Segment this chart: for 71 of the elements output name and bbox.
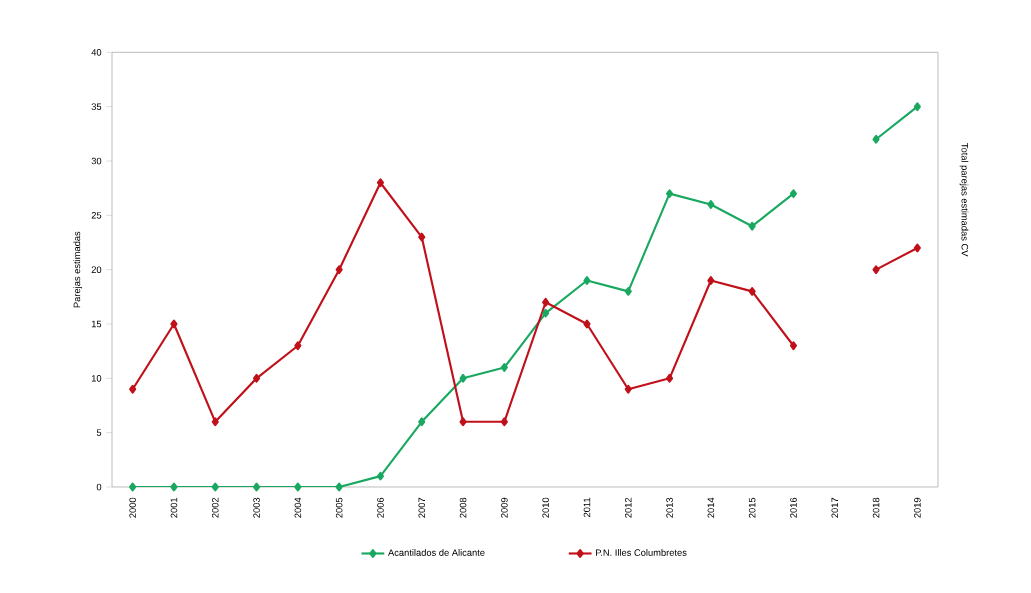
y-tick-label: 20 xyxy=(91,266,102,273)
point xyxy=(624,287,632,296)
x-tick-label: 2003 xyxy=(253,497,260,518)
x-tick-label: 2018 xyxy=(872,497,880,518)
point xyxy=(748,221,756,231)
point xyxy=(542,297,550,307)
x-tick-label: 2009 xyxy=(501,497,508,518)
x-tick-label: 2001 xyxy=(170,497,178,518)
point xyxy=(583,276,591,285)
x-tick-label: 2005 xyxy=(335,497,343,518)
point xyxy=(583,319,591,329)
point xyxy=(913,102,921,112)
x-tick-label: 2007 xyxy=(418,497,426,518)
y-tick-label: 40 xyxy=(91,49,102,56)
x-tick-label: 2013 xyxy=(666,497,673,518)
legend-label: P.N. Illes Columbretes xyxy=(596,549,687,556)
y-tick-label: 15 xyxy=(91,320,102,328)
point xyxy=(335,482,343,492)
point xyxy=(459,417,467,427)
point xyxy=(789,341,798,351)
point xyxy=(294,341,302,351)
x-tick-label: 2014 xyxy=(707,497,715,518)
x-tick-label: 2004 xyxy=(294,497,302,518)
y-tick-label: 25 xyxy=(91,212,102,219)
y-axis-title: Parejas estimadas xyxy=(73,231,83,308)
point xyxy=(376,178,385,188)
point xyxy=(418,232,426,242)
y-tick-label: 30 xyxy=(91,157,102,165)
x-tick-label: 2006 xyxy=(377,497,384,518)
point xyxy=(789,189,798,199)
point xyxy=(170,482,178,492)
x-tick-label: 2012 xyxy=(624,497,632,518)
y-tick-label: 10 xyxy=(91,375,102,382)
point xyxy=(665,373,674,383)
x-tick-label: 2015 xyxy=(748,497,756,518)
point xyxy=(294,482,302,492)
point xyxy=(211,417,219,427)
y-tick-label: 35 xyxy=(91,103,102,110)
point xyxy=(129,482,137,492)
point xyxy=(542,308,550,318)
point xyxy=(376,471,385,481)
point xyxy=(170,319,178,329)
point xyxy=(707,200,715,209)
point xyxy=(872,265,880,275)
x-tick-label: 2017 xyxy=(831,497,839,518)
point xyxy=(500,417,508,427)
y-tick-label: 0 xyxy=(96,483,102,491)
x-tick-label: 2002 xyxy=(211,497,219,518)
x-tick-label: 2010 xyxy=(542,497,549,518)
y-tick-label: 5 xyxy=(96,429,102,436)
x-tick-label: 2008 xyxy=(459,497,467,518)
point xyxy=(624,384,632,394)
x-tick-label: 2011 xyxy=(583,497,591,518)
point xyxy=(707,276,715,285)
point xyxy=(913,243,921,253)
legend-label: Acantilados de Alicante xyxy=(388,549,485,556)
point xyxy=(500,363,508,372)
point xyxy=(748,287,756,296)
point xyxy=(252,482,261,492)
point xyxy=(459,373,467,383)
x-tick-label: 2019 xyxy=(914,497,921,518)
point xyxy=(872,134,880,144)
x-tick-label: 2016 xyxy=(790,497,797,518)
point xyxy=(418,417,426,427)
point xyxy=(129,384,137,394)
point xyxy=(335,265,343,275)
y2-axis-title: Total parejas estimadas CV xyxy=(959,143,969,257)
point xyxy=(665,189,674,199)
x-tick-label: 2000 xyxy=(129,497,136,518)
point xyxy=(211,482,219,492)
point xyxy=(252,373,261,383)
